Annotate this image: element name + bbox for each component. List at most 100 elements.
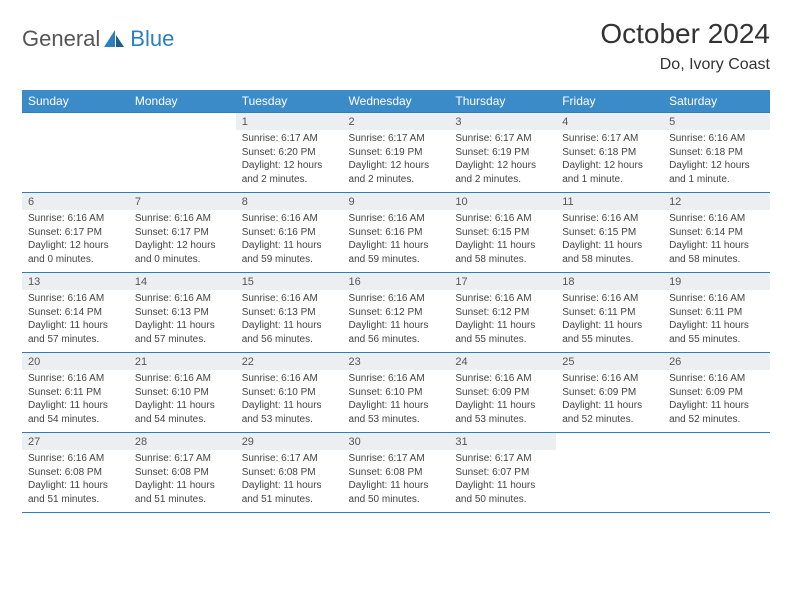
day-info-cell: Sunrise: 6:16 AMSunset: 6:10 PMDaylight:… xyxy=(236,370,343,433)
day-info-cell xyxy=(556,450,663,513)
sunrise-label: Sunrise: 6:16 AM xyxy=(455,213,531,224)
daylight-label: Daylight: 11 hours and 50 minutes. xyxy=(455,480,535,505)
daylight-label: Daylight: 11 hours and 58 minutes. xyxy=(669,240,749,265)
day-info-cell: Sunrise: 6:16 AMSunset: 6:13 PMDaylight:… xyxy=(236,290,343,353)
daylight-label: Daylight: 11 hours and 52 minutes. xyxy=(562,400,642,425)
day-info-cell: Sunrise: 6:16 AMSunset: 6:09 PMDaylight:… xyxy=(449,370,556,433)
sunset-label: Sunset: 6:18 PM xyxy=(669,147,743,158)
page-title: October 2024 xyxy=(600,18,770,50)
day-info-cell: Sunrise: 6:17 AMSunset: 6:08 PMDaylight:… xyxy=(129,450,236,513)
sunrise-label: Sunrise: 6:16 AM xyxy=(455,293,531,304)
day-number-cell xyxy=(556,433,663,451)
logo-text-general: General xyxy=(22,26,100,52)
sunrise-label: Sunrise: 6:16 AM xyxy=(135,293,211,304)
day-info-cell: Sunrise: 6:17 AM Sunset: 6:19 PM Daylight:… xyxy=(343,130,450,193)
day-number-cell: 7 xyxy=(129,193,236,211)
daylight-label: Daylight: 11 hours and 53 minutes. xyxy=(349,400,429,425)
day-info-cell: Sunrise: 6:16 AMSunset: 6:12 PMDaylight:… xyxy=(343,290,450,353)
sunset-label: Sunset: 6:11 PM xyxy=(28,387,101,398)
day-number-cell: 12 xyxy=(663,193,770,211)
daylight-label: Daylight: 11 hours and 55 minutes. xyxy=(562,320,642,345)
sunset-label: Sunset: 6:19 PM xyxy=(349,147,423,158)
day-number-cell xyxy=(129,113,236,131)
info-row: Sunrise: 6:16 AM Sunset: 6:11 PM Daylight:… xyxy=(22,370,770,433)
day-info-cell: Sunrise: 6:16 AMSunset: 6:16 PMDaylight:… xyxy=(343,210,450,273)
sunset-label: Sunset: 6:19 PM xyxy=(455,147,529,158)
daylight-label: Daylight: 12 hours and 1 minute. xyxy=(562,160,643,185)
sunrise-label: Sunrise: 6:16 AM xyxy=(28,213,104,224)
day-info-cell: Sunrise: 6:17 AM Sunset: 6:18 PM Daylight:… xyxy=(556,130,663,193)
day-info-cell: Sunrise: 6:16 AMSunset: 6:15 PMDaylight:… xyxy=(449,210,556,273)
daylight-label: Daylight: 11 hours and 55 minutes. xyxy=(669,320,749,345)
sunrise-label: Sunrise: 6:16 AM xyxy=(455,373,531,384)
day-info-cell xyxy=(663,450,770,513)
day-info-cell: Sunrise: 6:16 AMSunset: 6:18 PMDaylight:… xyxy=(663,130,770,193)
day-number-cell: 4 xyxy=(556,113,663,131)
daylight-label: Daylight: 12 hours and 2 minutes. xyxy=(455,160,536,185)
daylight-label: Daylight: 12 hours and 2 minutes. xyxy=(349,160,430,185)
day-info-cell: Sunrise: 6:17 AMSunset: 6:08 PMDaylight:… xyxy=(236,450,343,513)
sunrise-label: Sunrise: 6:17 AM xyxy=(349,133,425,144)
logo-sail-icon xyxy=(104,30,126,48)
sunrise-label: Sunrise: 6:17 AM xyxy=(562,133,638,144)
sunrise-label: Sunrise: 6:16 AM xyxy=(242,293,318,304)
day-info-cell: Sunrise: 6:16 AMSunset: 6:10 PMDaylight:… xyxy=(129,370,236,433)
day-number-cell: 27 xyxy=(22,433,129,451)
logo: General Blue xyxy=(22,26,174,52)
day-info-cell: Sunrise: 6:17 AMSunset: 6:19 PMDaylight:… xyxy=(449,130,556,193)
sunrise-label: Sunrise: 6:16 AM xyxy=(28,293,104,304)
daylight-label: Daylight: 12 hours and 2 minutes. xyxy=(242,160,323,185)
daylight-label: Daylight: 12 hours and 0 minutes. xyxy=(135,240,216,265)
day-info-cell: Sunrise: 6:16 AMSunset: 6:11 PMDaylight:… xyxy=(556,290,663,353)
dow-friday: Friday xyxy=(556,90,663,113)
daylight-label: Daylight: 11 hours and 50 minutes. xyxy=(349,480,429,505)
sunrise-label: Sunrise: 6:16 AM xyxy=(562,293,638,304)
daylight-label: Daylight: 12 hours and 0 minutes. xyxy=(28,240,109,265)
location-label: Do, Ivory Coast xyxy=(600,56,770,74)
dow-thursday: Thursday xyxy=(449,90,556,113)
dow-monday: Monday xyxy=(129,90,236,113)
day-info-cell: Sunrise: 6:16 AMSunset: 6:17 PMDaylight:… xyxy=(22,210,129,273)
daylight-label: Daylight: 11 hours and 57 minutes. xyxy=(28,320,108,345)
daylight-label: Daylight: 11 hours and 53 minutes. xyxy=(242,400,322,425)
day-number-cell: 23 xyxy=(343,353,450,371)
daynum-row: 2728293031 xyxy=(22,433,770,451)
daylight-label: Daylight: 12 hours and 1 minute. xyxy=(669,160,750,185)
day-number-cell: 19 xyxy=(663,273,770,291)
sunset-label: Sunset: 6:17 PM xyxy=(135,227,209,238)
sunrise-label: Sunrise: 6:16 AM xyxy=(28,373,104,384)
daylight-label: Daylight: 11 hours and 51 minutes. xyxy=(242,480,322,505)
day-number-cell: 18 xyxy=(556,273,663,291)
daynum-row: 6789101112 xyxy=(22,193,770,211)
day-number-cell: 25 xyxy=(556,353,663,371)
daylight-label: Daylight: 11 hours and 59 minutes. xyxy=(242,240,322,265)
day-number-cell: 11 xyxy=(556,193,663,211)
day-info-cell: Sunrise: 6:16 AM Sunset: 6:13 PM Daylight:… xyxy=(129,290,236,353)
sunset-label: Sunset: 6:11 PM xyxy=(669,307,742,318)
day-number-cell: 20 xyxy=(22,353,129,371)
sunrise-label: Sunrise: 6:17 AM xyxy=(135,453,211,464)
sunrise-label: Sunrise: 6:16 AM xyxy=(135,373,211,384)
info-row: Sunrise: 6:16 AM Sunset: 6:17 PM Daylight:… xyxy=(22,210,770,273)
day-info-cell xyxy=(129,130,236,193)
sunset-label: Sunset: 6:14 PM xyxy=(28,307,102,318)
sunset-label: Sunset: 6:08 PM xyxy=(28,467,102,478)
sunrise-label: Sunrise: 6:16 AM xyxy=(562,213,638,224)
day-number-cell: 26 xyxy=(663,353,770,371)
day-info-cell: Sunrise: 6:16 AMSunset: 6:10 PMDaylight:… xyxy=(343,370,450,433)
day-number-cell: 10 xyxy=(449,193,556,211)
day-info-cell xyxy=(22,130,129,193)
sunrise-label: Sunrise: 6:17 AM xyxy=(455,453,531,464)
daylight-label: Daylight: 11 hours and 57 minutes. xyxy=(135,320,215,345)
sunset-label: Sunset: 6:13 PM xyxy=(135,307,209,318)
title-block: October 2024 Do, Ivory Coast xyxy=(600,18,770,74)
day-info-cell: Sunrise: 6:16 AMSunset: 6:16 PMDaylight:… xyxy=(236,210,343,273)
day-number-cell: 9 xyxy=(343,193,450,211)
sunset-label: Sunset: 6:18 PM xyxy=(562,147,636,158)
day-info-cell: Sunrise: 6:16 AMSunset: 6:12 PMDaylight:… xyxy=(449,290,556,353)
sunrise-label: Sunrise: 6:16 AM xyxy=(242,373,318,384)
sunrise-label: Sunrise: 6:16 AM xyxy=(669,373,745,384)
day-info-cell: Sunrise: 6:16 AMSunset: 6:14 PMDaylight:… xyxy=(663,210,770,273)
dow-tuesday: Tuesday xyxy=(236,90,343,113)
day-info-cell: Sunrise: 6:16 AMSunset: 6:15 PMDaylight:… xyxy=(556,210,663,273)
